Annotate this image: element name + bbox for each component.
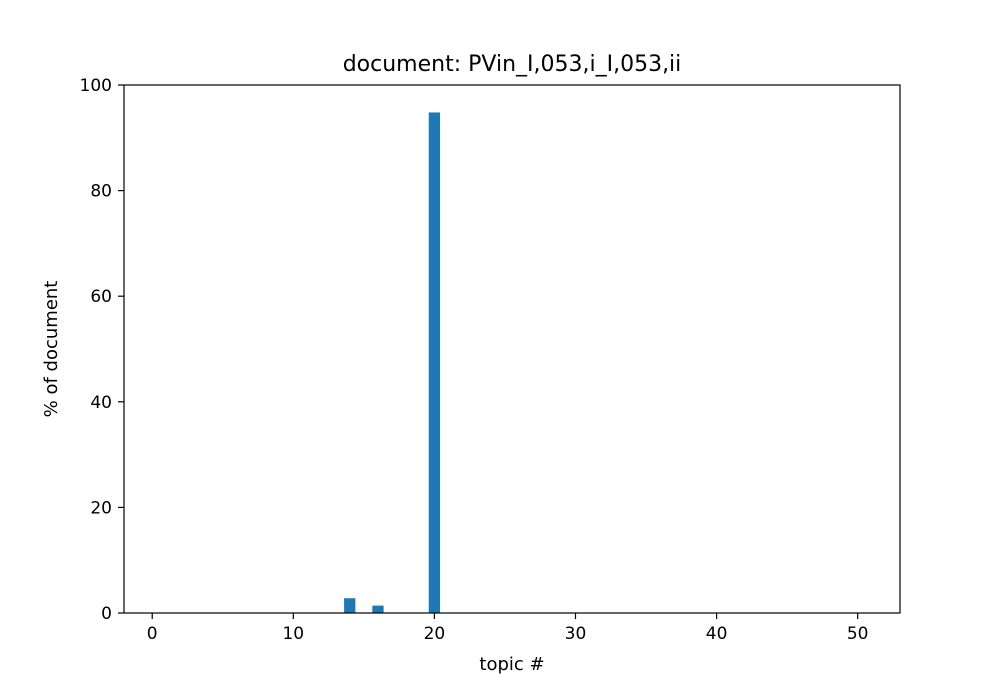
bar-topic-16 (372, 605, 384, 613)
plot-area-frame (123, 84, 901, 614)
x-tick-label: 10 (282, 624, 304, 644)
y-tick-label: 0 (101, 604, 112, 624)
x-tick-label: 30 (565, 624, 587, 644)
x-axis-label: topic # (479, 654, 544, 675)
y-tick-label: 100 (80, 76, 112, 96)
y-tick-label: 40 (90, 393, 112, 413)
x-tick-label: 40 (706, 624, 728, 644)
bar-topic-20 (428, 112, 441, 614)
y-tick-label: 80 (90, 182, 112, 202)
chart-title: document: PVin_I,053,i_I,053,ii (343, 52, 682, 77)
y-axis-ticks: 0 20 40 60 80 100 (80, 76, 124, 624)
y-tick-label: 60 (90, 287, 112, 307)
y-tick-label: 20 (90, 498, 112, 518)
x-axis-ticks: 0 10 20 30 40 50 (147, 613, 869, 644)
bars (344, 112, 441, 614)
x-tick-label: 50 (847, 624, 869, 644)
x-tick-label: 0 (147, 624, 158, 644)
y-axis-label: % of document (41, 281, 62, 418)
bar-topic-14 (344, 598, 356, 613)
x-tick-label: 20 (424, 624, 446, 644)
